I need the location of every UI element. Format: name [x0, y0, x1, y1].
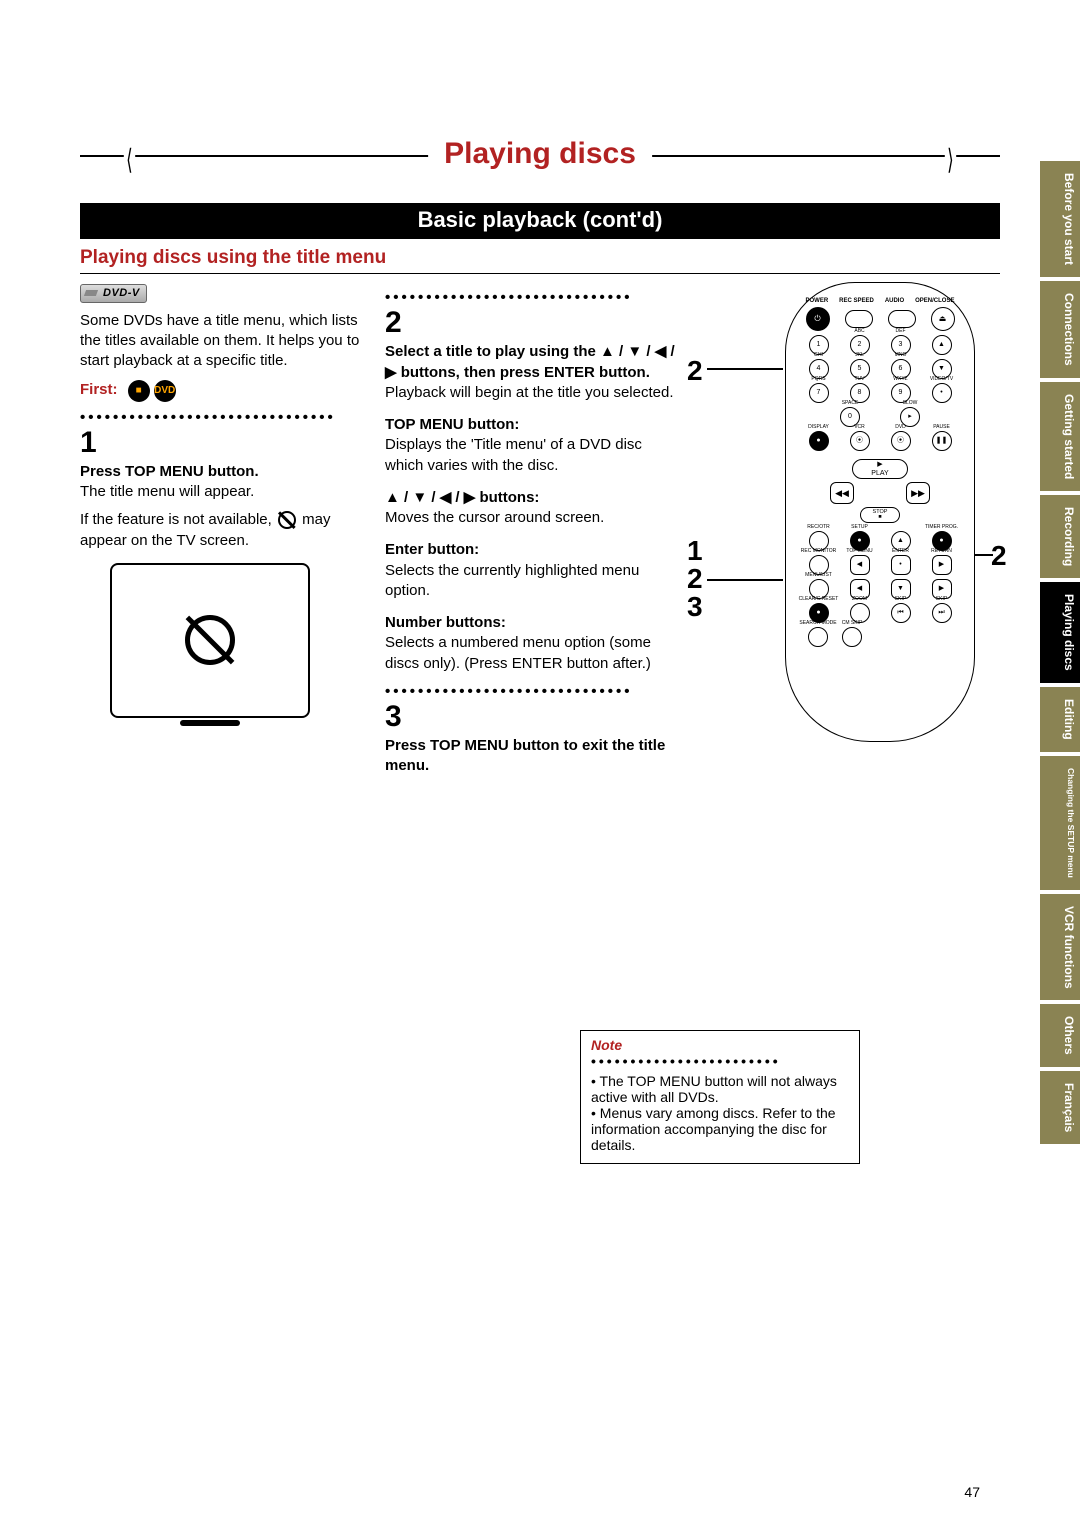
display-button[interactable]: ●: [809, 431, 829, 451]
dotted-separator: ••••••••••••••••••••••••••••••: [385, 682, 675, 702]
dvd-v-badge: DVD-V: [80, 284, 147, 303]
tab-before-you-start[interactable]: Before you start: [1040, 157, 1080, 277]
dotted-separator: ••••••••••••••••••••••••••••••: [385, 288, 675, 308]
cm-skip-button[interactable]: [842, 627, 862, 647]
left-column: DVD-V Some DVDs have a title menu, which…: [80, 282, 365, 777]
chevron-right-icon: ⟩: [945, 143, 956, 176]
callout-123: 1 2 3: [687, 537, 703, 621]
arrows-body: Moves the cursor around screen.: [385, 508, 675, 528]
unavailable-text: If the feature is not available, may app…: [80, 510, 365, 551]
section-band: Basic playback (cont'd): [80, 203, 1000, 239]
middle-column: •••••••••••••••••••••••••••••• 2 Select …: [385, 282, 675, 777]
content-columns: DVD-V Some DVDs have a title menu, which…: [80, 282, 1000, 777]
remote-row: PQRS7 TUV8 WXYZ9 VIDEO/TV•: [798, 383, 962, 403]
tab-connections[interactable]: Connections: [1040, 277, 1080, 378]
remote-row: SEARCH MODE CM SKIP: [798, 627, 962, 647]
topmenu-body: Displays the 'Title menu' of a DVD disc …: [385, 435, 675, 476]
video-tv-button[interactable]: •: [932, 383, 952, 403]
first-icons: ■ DVD: [128, 380, 176, 402]
tab-recording[interactable]: Recording: [1040, 491, 1080, 578]
skip-back-button[interactable]: ⏮: [891, 603, 911, 623]
callout-line: [975, 554, 993, 556]
page-content: ⟨ ⟩ Playing discs Basic playback (cont'd…: [80, 137, 1000, 777]
remote-diagram: 2 1 2 3 2 POWER REC SPEED AUDIO OPEN/CLO…: [695, 282, 1000, 762]
first-label: First:: [80, 380, 118, 400]
search-mode-button[interactable]: [808, 627, 828, 647]
remote-row: DISPLAY● VCR⦿ DVD⦿ PAUSE❚❚: [798, 431, 962, 451]
page-number: 47: [964, 1484, 980, 1500]
vcr-button[interactable]: ⦿: [850, 431, 870, 451]
prohibit-icon: [278, 511, 296, 529]
play-cluster: ▶ PLAY ◀◀ ▶▶ STOP ■: [798, 459, 962, 523]
tab-editing[interactable]: Editing: [1040, 683, 1080, 752]
enter-heading: Enter button:: [385, 540, 675, 560]
step-1-heading: Press TOP MENU button.: [80, 462, 365, 482]
step-2-body: Playback will begin at the title you sel…: [385, 383, 675, 403]
tab-changing-setup[interactable]: Changing the SETUP menu: [1040, 752, 1080, 890]
arrows-heading: ▲ / ▼ / ◀ / ▶ buttons:: [385, 488, 675, 508]
section-title: Playing discs using the title menu: [80, 247, 1000, 269]
num-7-button[interactable]: 7: [809, 383, 829, 403]
note-title: Note: [591, 1037, 622, 1053]
tab-playing-discs[interactable]: Playing discs: [1040, 578, 1080, 683]
step-2-number: 2: [385, 308, 675, 338]
prohibit-large-icon: [185, 615, 235, 665]
play-button[interactable]: ▶ PLAY: [852, 459, 908, 479]
unavail-a: If the feature is not available,: [80, 511, 276, 528]
remote-top-labels: POWER REC SPEED AUDIO OPEN/CLOSE: [798, 297, 962, 305]
tab-getting-started[interactable]: Getting started: [1040, 378, 1080, 491]
note-item: The TOP MENU button will not always acti…: [591, 1073, 849, 1105]
tv-illustration: [110, 563, 310, 718]
pause-button[interactable]: ❚❚: [932, 431, 952, 451]
forward-button[interactable]: ▶▶: [906, 482, 930, 504]
skip-fwd-button[interactable]: ⏭: [932, 603, 952, 623]
intro-text: Some DVDs have a title menu, which lists…: [80, 311, 365, 372]
ch-up-button[interactable]: ▲: [932, 335, 952, 355]
stop-button[interactable]: STOP ■: [860, 507, 900, 523]
callout-line: [707, 579, 783, 581]
return-button[interactable]: ▶: [932, 555, 952, 575]
step-1-body: The title menu will appear.: [80, 482, 365, 502]
audio-button[interactable]: [888, 310, 916, 328]
note-item: Menus vary among discs. Refer to the inf…: [591, 1105, 849, 1153]
step-2-heading: Select a title to play using the ▲ / ▼ /…: [385, 342, 675, 383]
section-rule: [80, 273, 1000, 274]
number-heading: Number buttons:: [385, 613, 675, 633]
dotted-separator: •••••••••••••••••••••••••••••••: [80, 408, 365, 428]
callout-line: [707, 368, 783, 370]
tab-vcr-functions[interactable]: VCR functions: [1040, 890, 1080, 1001]
rewind-button[interactable]: ◀◀: [830, 482, 854, 504]
tab-francais[interactable]: Français: [1040, 1067, 1080, 1144]
remote-row: ⏻ ⏏: [798, 307, 962, 331]
page-title: Playing discs: [428, 137, 652, 171]
step-3-number: 3: [385, 702, 675, 732]
dvd-button[interactable]: ⦿: [891, 431, 911, 451]
top-menu-button[interactable]: ◀: [850, 555, 870, 575]
rec-speed-button[interactable]: [845, 310, 873, 328]
callout-2-right: 2: [991, 537, 1007, 575]
number-body: Selects a numbered menu option (some dis…: [385, 633, 675, 674]
power-button[interactable]: ⏻: [806, 307, 830, 331]
step-1-number: 1: [80, 428, 365, 458]
note-box: Note •••••••••••••••••••••••• The TOP ME…: [580, 1030, 860, 1164]
tab-others[interactable]: Others: [1040, 1000, 1080, 1067]
topmenu-heading: TOP MENU button:: [385, 415, 675, 435]
step-3-heading: Press TOP MENU button to exit the title …: [385, 736, 675, 777]
dotted-separator: ••••••••••••••••••••••••: [591, 1053, 849, 1069]
open-close-button[interactable]: ⏏: [931, 307, 955, 331]
stop-icon: ■: [128, 380, 150, 402]
dvd-icon: DVD: [154, 380, 176, 402]
note-list: The TOP MENU button will not always acti…: [591, 1073, 849, 1153]
chapter-header: ⟨ ⟩ Playing discs: [80, 137, 1000, 197]
right-column: 2 1 2 3 2 POWER REC SPEED AUDIO OPEN/CLO…: [695, 282, 1000, 777]
enter-body: Selects the currently highlighted menu o…: [385, 561, 675, 602]
remote-control: POWER REC SPEED AUDIO OPEN/CLOSE ⏻ ⏏ 1: [785, 282, 975, 742]
first-row: First: ■ DVD: [80, 380, 365, 402]
enter-button[interactable]: •: [891, 555, 911, 575]
chevron-left-icon: ⟨: [124, 143, 135, 176]
callout-2-left: 2: [687, 352, 703, 390]
side-tabs: Before you start Connections Getting sta…: [1040, 157, 1080, 1144]
